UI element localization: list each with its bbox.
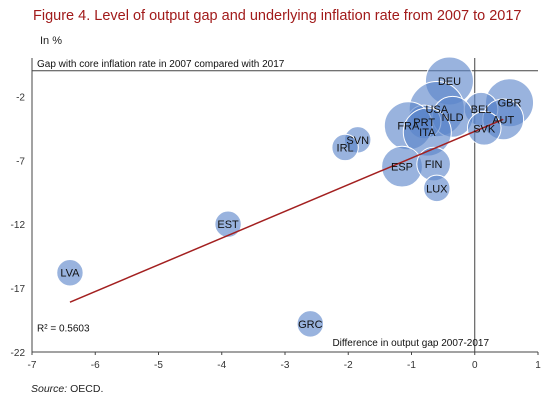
bubble-svk xyxy=(466,111,502,146)
bubble-est xyxy=(214,210,242,238)
y-tick-label: -2 xyxy=(16,92,25,103)
point-label-fra: FRA xyxy=(397,121,420,133)
trendline xyxy=(69,118,504,303)
x-tick-label: -6 xyxy=(91,360,100,371)
point-label-grc: GRC xyxy=(298,319,323,331)
point-label-irl: IRL xyxy=(337,142,354,154)
point-label-bel: BEL xyxy=(471,104,492,116)
unit-label: In % xyxy=(40,35,63,47)
point-label-fin: FIN xyxy=(425,159,443,171)
y-tick-label: -12 xyxy=(11,220,26,231)
y-axis-label: Gap with core inflation rate in 2007 com… xyxy=(37,59,285,70)
x-tick-label: -2 xyxy=(344,360,353,371)
bubbles xyxy=(56,56,535,338)
point-label-lva: LVA xyxy=(60,268,80,280)
x-tick-label: -4 xyxy=(217,360,226,371)
y-tick-label: -7 xyxy=(16,156,25,167)
point-label-prt: PRT xyxy=(413,117,435,129)
point-label-esp: ESP xyxy=(391,162,413,174)
x-tick-label: -7 xyxy=(28,360,37,371)
y-tick-label: -17 xyxy=(11,284,26,295)
bubble-grc xyxy=(296,310,324,338)
source-label: Source: xyxy=(31,383,68,395)
point-label-gbr: GBR xyxy=(498,98,522,110)
point-label-lux: LUX xyxy=(426,183,448,195)
y-tick-labels: -2 -7 -12 -17 -22 xyxy=(11,92,26,359)
point-label-aut: AUT xyxy=(492,114,514,126)
point-label-svn: SVN xyxy=(346,135,369,147)
point-label-nld: NLD xyxy=(442,112,464,124)
source-note: Source: OECD. xyxy=(31,383,103,395)
x-axis-label: Difference in output gap 2007-2017 xyxy=(332,338,489,349)
bubble-lux xyxy=(423,174,451,203)
point-label-est: EST xyxy=(217,219,239,231)
x-tick-label: 0 xyxy=(472,360,478,371)
point-label-usa: USA xyxy=(425,104,448,116)
bubble-irl xyxy=(331,133,359,162)
r-squared-label: R² = 0.5603 xyxy=(37,324,90,335)
x-tick-labels: -7 -6 -5 -4 -3 -2 -1 0 1 xyxy=(28,352,541,371)
source-text: OECD. xyxy=(70,383,104,395)
x-tick-label: 1 xyxy=(535,360,541,371)
x-tick-label: -1 xyxy=(407,360,416,371)
y-tick-label: -22 xyxy=(11,348,26,359)
x-tick-label: -3 xyxy=(281,360,290,371)
bubble-lva xyxy=(56,259,84,287)
chart-title: Figure 4. Level of output gap and underl… xyxy=(33,8,522,24)
point-label-svk: SVK xyxy=(473,123,496,135)
x-tick-label: -5 xyxy=(154,360,163,371)
point-label-deu: DEU xyxy=(438,76,461,88)
point-label-ita: ITA xyxy=(419,127,436,139)
